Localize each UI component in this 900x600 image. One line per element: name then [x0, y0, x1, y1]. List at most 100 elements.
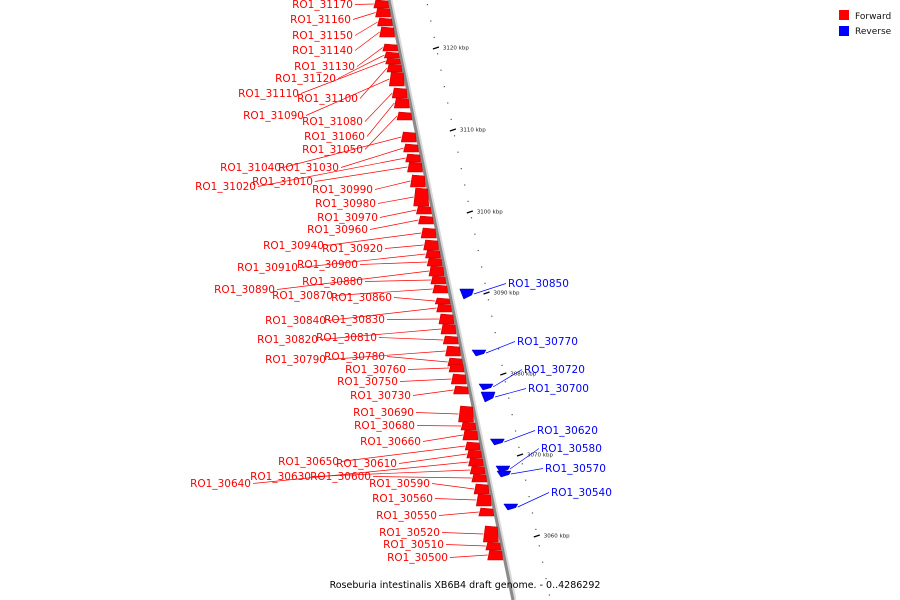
forward-gene-label[interactable]: RO1_31050 [302, 144, 363, 156]
forward-gene-label[interactable]: RO1_31060 [304, 131, 365, 143]
forward-gene-label[interactable]: RO1_30830 [324, 314, 385, 326]
forward-gene-RO1_31030[interactable] [403, 143, 419, 153]
forward-gene-RO1_31020[interactable] [405, 153, 421, 163]
forward-gene-label[interactable]: RO1_31170 [292, 0, 353, 11]
forward-gene-label[interactable]: RO1_30780 [324, 351, 385, 363]
forward-gene-label[interactable]: RO1_31150 [292, 30, 353, 42]
forward-gene-RO1_30560[interactable] [475, 493, 492, 507]
forward-gene-label[interactable]: RO1_30730 [350, 390, 411, 402]
forward-gene-RO1_30980[interactable] [413, 187, 430, 207]
forward-gene-label[interactable]: RO1_30890 [214, 284, 275, 296]
forward-gene-RO1_30920[interactable] [423, 239, 439, 251]
forward-gene-label[interactable]: RO1_30600 [310, 471, 371, 483]
forward-gene-label[interactable]: RO1_30500 [387, 552, 448, 564]
forward-gene-RO1_30940[interactable] [420, 227, 437, 239]
forward-gene-RO1_30640[interactable] [468, 457, 484, 467]
forward-gene-label[interactable]: RO1_30990 [312, 184, 373, 196]
forward-gene-label[interactable]: RO1_30520 [379, 527, 440, 539]
forward-gene-label[interactable]: RO1_30910 [237, 262, 298, 274]
forward-gene-label[interactable]: RO1_31030 [278, 162, 339, 174]
forward-gene-label[interactable]: RO1_30960 [307, 224, 368, 236]
forward-gene-RO1_30970[interactable] [416, 205, 432, 215]
reverse-gene-label[interactable]: RO1_30770 [517, 336, 578, 348]
forward-gene-RO1_30870[interactable] [432, 284, 449, 294]
forward-gene-RO1_31170[interactable] [373, 0, 390, 9]
forward-gene-label[interactable]: RO1_30810 [316, 332, 377, 344]
forward-gene-RO1_30680[interactable] [460, 421, 477, 431]
forward-gene-label[interactable]: RO1_31090 [243, 110, 304, 122]
reverse-gene-label[interactable]: RO1_30540 [551, 487, 612, 499]
forward-gene-label[interactable]: RO1_31160 [290, 14, 351, 26]
forward-gene-label[interactable]: RO1_30690 [353, 407, 414, 419]
forward-gene-label[interactable]: RO1_30840 [265, 315, 326, 327]
forward-gene-RO1_31040[interactable] [400, 131, 417, 143]
forward-gene-RO1_30840[interactable] [436, 303, 452, 313]
forward-gene-label[interactable]: RO1_30920 [322, 243, 383, 255]
reverse-gene-RO1_30850[interactable] [459, 288, 475, 300]
forward-gene-label[interactable]: RO1_30980 [315, 198, 376, 210]
forward-gene-label[interactable]: RO1_30820 [257, 334, 318, 346]
forward-gene-label[interactable]: RO1_31040 [220, 162, 281, 174]
forward-gene-label[interactable]: RO1_31100 [297, 93, 358, 105]
reverse-gene-label[interactable]: RO1_30850 [508, 278, 569, 290]
forward-gene-RO1_30890[interactable] [428, 265, 445, 277]
forward-gene-RO1_31080[interactable] [391, 87, 408, 99]
forward-gene-label[interactable]: RO1_30640 [190, 478, 251, 490]
forward-gene-RO1_30820[interactable] [440, 323, 457, 335]
forward-gene-RO1_30960[interactable] [418, 215, 434, 225]
reverse-gene-RO1_30700[interactable] [480, 391, 496, 403]
forward-gene-label[interactable]: RO1_30630 [250, 471, 311, 483]
forward-gene-RO1_30590[interactable] [473, 483, 490, 495]
reverse-gene-RO1_30580[interactable] [495, 465, 511, 473]
forward-gene-RO1_31090[interactable] [388, 71, 405, 87]
forward-gene-RO1_30550[interactable] [478, 507, 495, 517]
forward-gene-label[interactable]: RO1_30870 [272, 290, 333, 302]
forward-gene-RO1_30610[interactable] [466, 449, 483, 459]
reverse-gene-RO1_30770[interactable] [471, 349, 487, 357]
forward-gene-label[interactable]: RO1_30860 [331, 292, 392, 304]
forward-gene-RO1_31010[interactable] [407, 161, 423, 173]
reverse-gene-label[interactable]: RO1_30580 [541, 443, 602, 455]
forward-gene-RO1_30880[interactable] [430, 275, 447, 285]
forward-gene-RO1_30750[interactable] [450, 373, 467, 385]
forward-gene-label[interactable]: RO1_30970 [317, 212, 378, 224]
forward-gene-label[interactable]: RO1_31010 [252, 176, 313, 188]
forward-gene-RO1_31120[interactable] [383, 51, 400, 59]
forward-gene-RO1_30790[interactable] [445, 345, 461, 357]
forward-gene-RO1_31060[interactable] [393, 97, 410, 109]
forward-gene-RO1_31160[interactable] [375, 7, 391, 18]
forward-gene-RO1_30520[interactable] [483, 525, 499, 543]
forward-gene-RO1_30900[interactable] [426, 257, 443, 267]
forward-gene-label[interactable]: RO1_30560 [372, 493, 433, 505]
forward-gene-label[interactable]: RO1_30790 [265, 354, 326, 366]
forward-gene-RO1_30810[interactable] [442, 335, 459, 345]
forward-gene-RO1_31150[interactable] [377, 17, 393, 27]
forward-gene-RO1_30690[interactable] [458, 405, 474, 423]
forward-gene-label[interactable]: RO1_30660 [360, 436, 421, 448]
forward-gene-label[interactable]: RO1_30760 [345, 364, 406, 376]
forward-gene-label[interactable]: RO1_31120 [275, 73, 336, 85]
reverse-gene-RO1_30540[interactable] [503, 503, 519, 511]
reverse-gene-RO1_30570[interactable] [496, 470, 512, 478]
reverse-gene-RO1_30620[interactable] [489, 438, 505, 446]
forward-gene-label[interactable]: RO1_31130 [294, 61, 355, 73]
forward-gene-label[interactable]: RO1_30750 [337, 376, 398, 388]
forward-gene-RO1_30910[interactable] [425, 249, 441, 259]
forward-gene-RO1_30500[interactable] [487, 549, 504, 561]
forward-gene-RO1_30860[interactable] [434, 297, 451, 305]
forward-gene-RO1_30730[interactable] [453, 385, 469, 395]
forward-gene-RO1_30660[interactable] [462, 429, 479, 441]
forward-gene-RO1_30600[interactable] [471, 473, 488, 483]
forward-gene-RO1_31050[interactable] [396, 111, 413, 121]
reverse-gene-label[interactable]: RO1_30720 [524, 364, 585, 376]
forward-gene-label[interactable]: RO1_30880 [302, 276, 363, 288]
forward-gene-label[interactable]: RO1_31080 [302, 116, 363, 128]
reverse-gene-label[interactable]: RO1_30620 [537, 425, 598, 437]
forward-gene-label[interactable]: RO1_30940 [263, 240, 324, 252]
reverse-gene-RO1_30720[interactable] [478, 383, 494, 391]
forward-gene-RO1_30650[interactable] [464, 441, 481, 451]
forward-gene-RO1_31110[interactable] [385, 57, 401, 65]
forward-gene-RO1_30630[interactable] [469, 465, 486, 475]
forward-gene-label[interactable]: RO1_30680 [354, 420, 415, 432]
forward-gene-RO1_31140[interactable] [379, 26, 395, 38]
